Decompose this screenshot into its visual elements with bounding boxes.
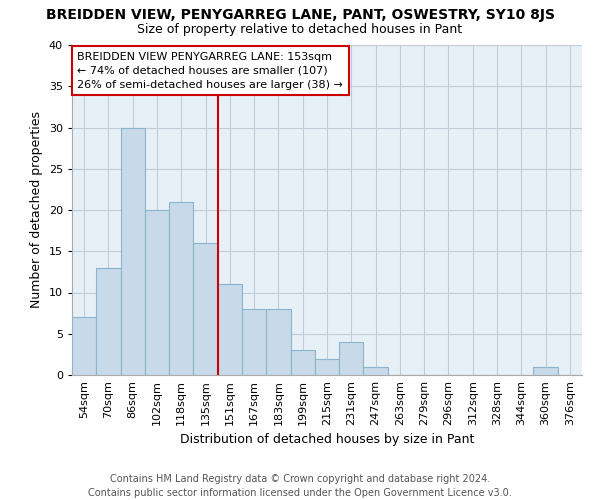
Bar [339,342,364,375]
Y-axis label: Number of detached properties: Number of detached properties [30,112,43,308]
Bar [96,268,121,375]
Bar [121,128,145,375]
Bar [72,318,96,375]
X-axis label: Distribution of detached houses by size in Pant: Distribution of detached houses by size … [180,434,474,446]
Bar [315,358,339,375]
Bar [533,367,558,375]
Text: Contains HM Land Registry data © Crown copyright and database right 2024.
Contai: Contains HM Land Registry data © Crown c… [88,474,512,498]
Bar [266,309,290,375]
Text: Size of property relative to detached houses in Pant: Size of property relative to detached ho… [137,22,463,36]
Text: BREIDDEN VIEW PENYGARREG LANE: 153sqm
← 74% of detached houses are smaller (107): BREIDDEN VIEW PENYGARREG LANE: 153sqm ← … [77,52,343,90]
Bar [242,309,266,375]
Bar [364,367,388,375]
Bar [145,210,169,375]
Bar [193,243,218,375]
Bar [290,350,315,375]
Bar [218,284,242,375]
Text: BREIDDEN VIEW, PENYGARREG LANE, PANT, OSWESTRY, SY10 8JS: BREIDDEN VIEW, PENYGARREG LANE, PANT, OS… [46,8,554,22]
Bar [169,202,193,375]
